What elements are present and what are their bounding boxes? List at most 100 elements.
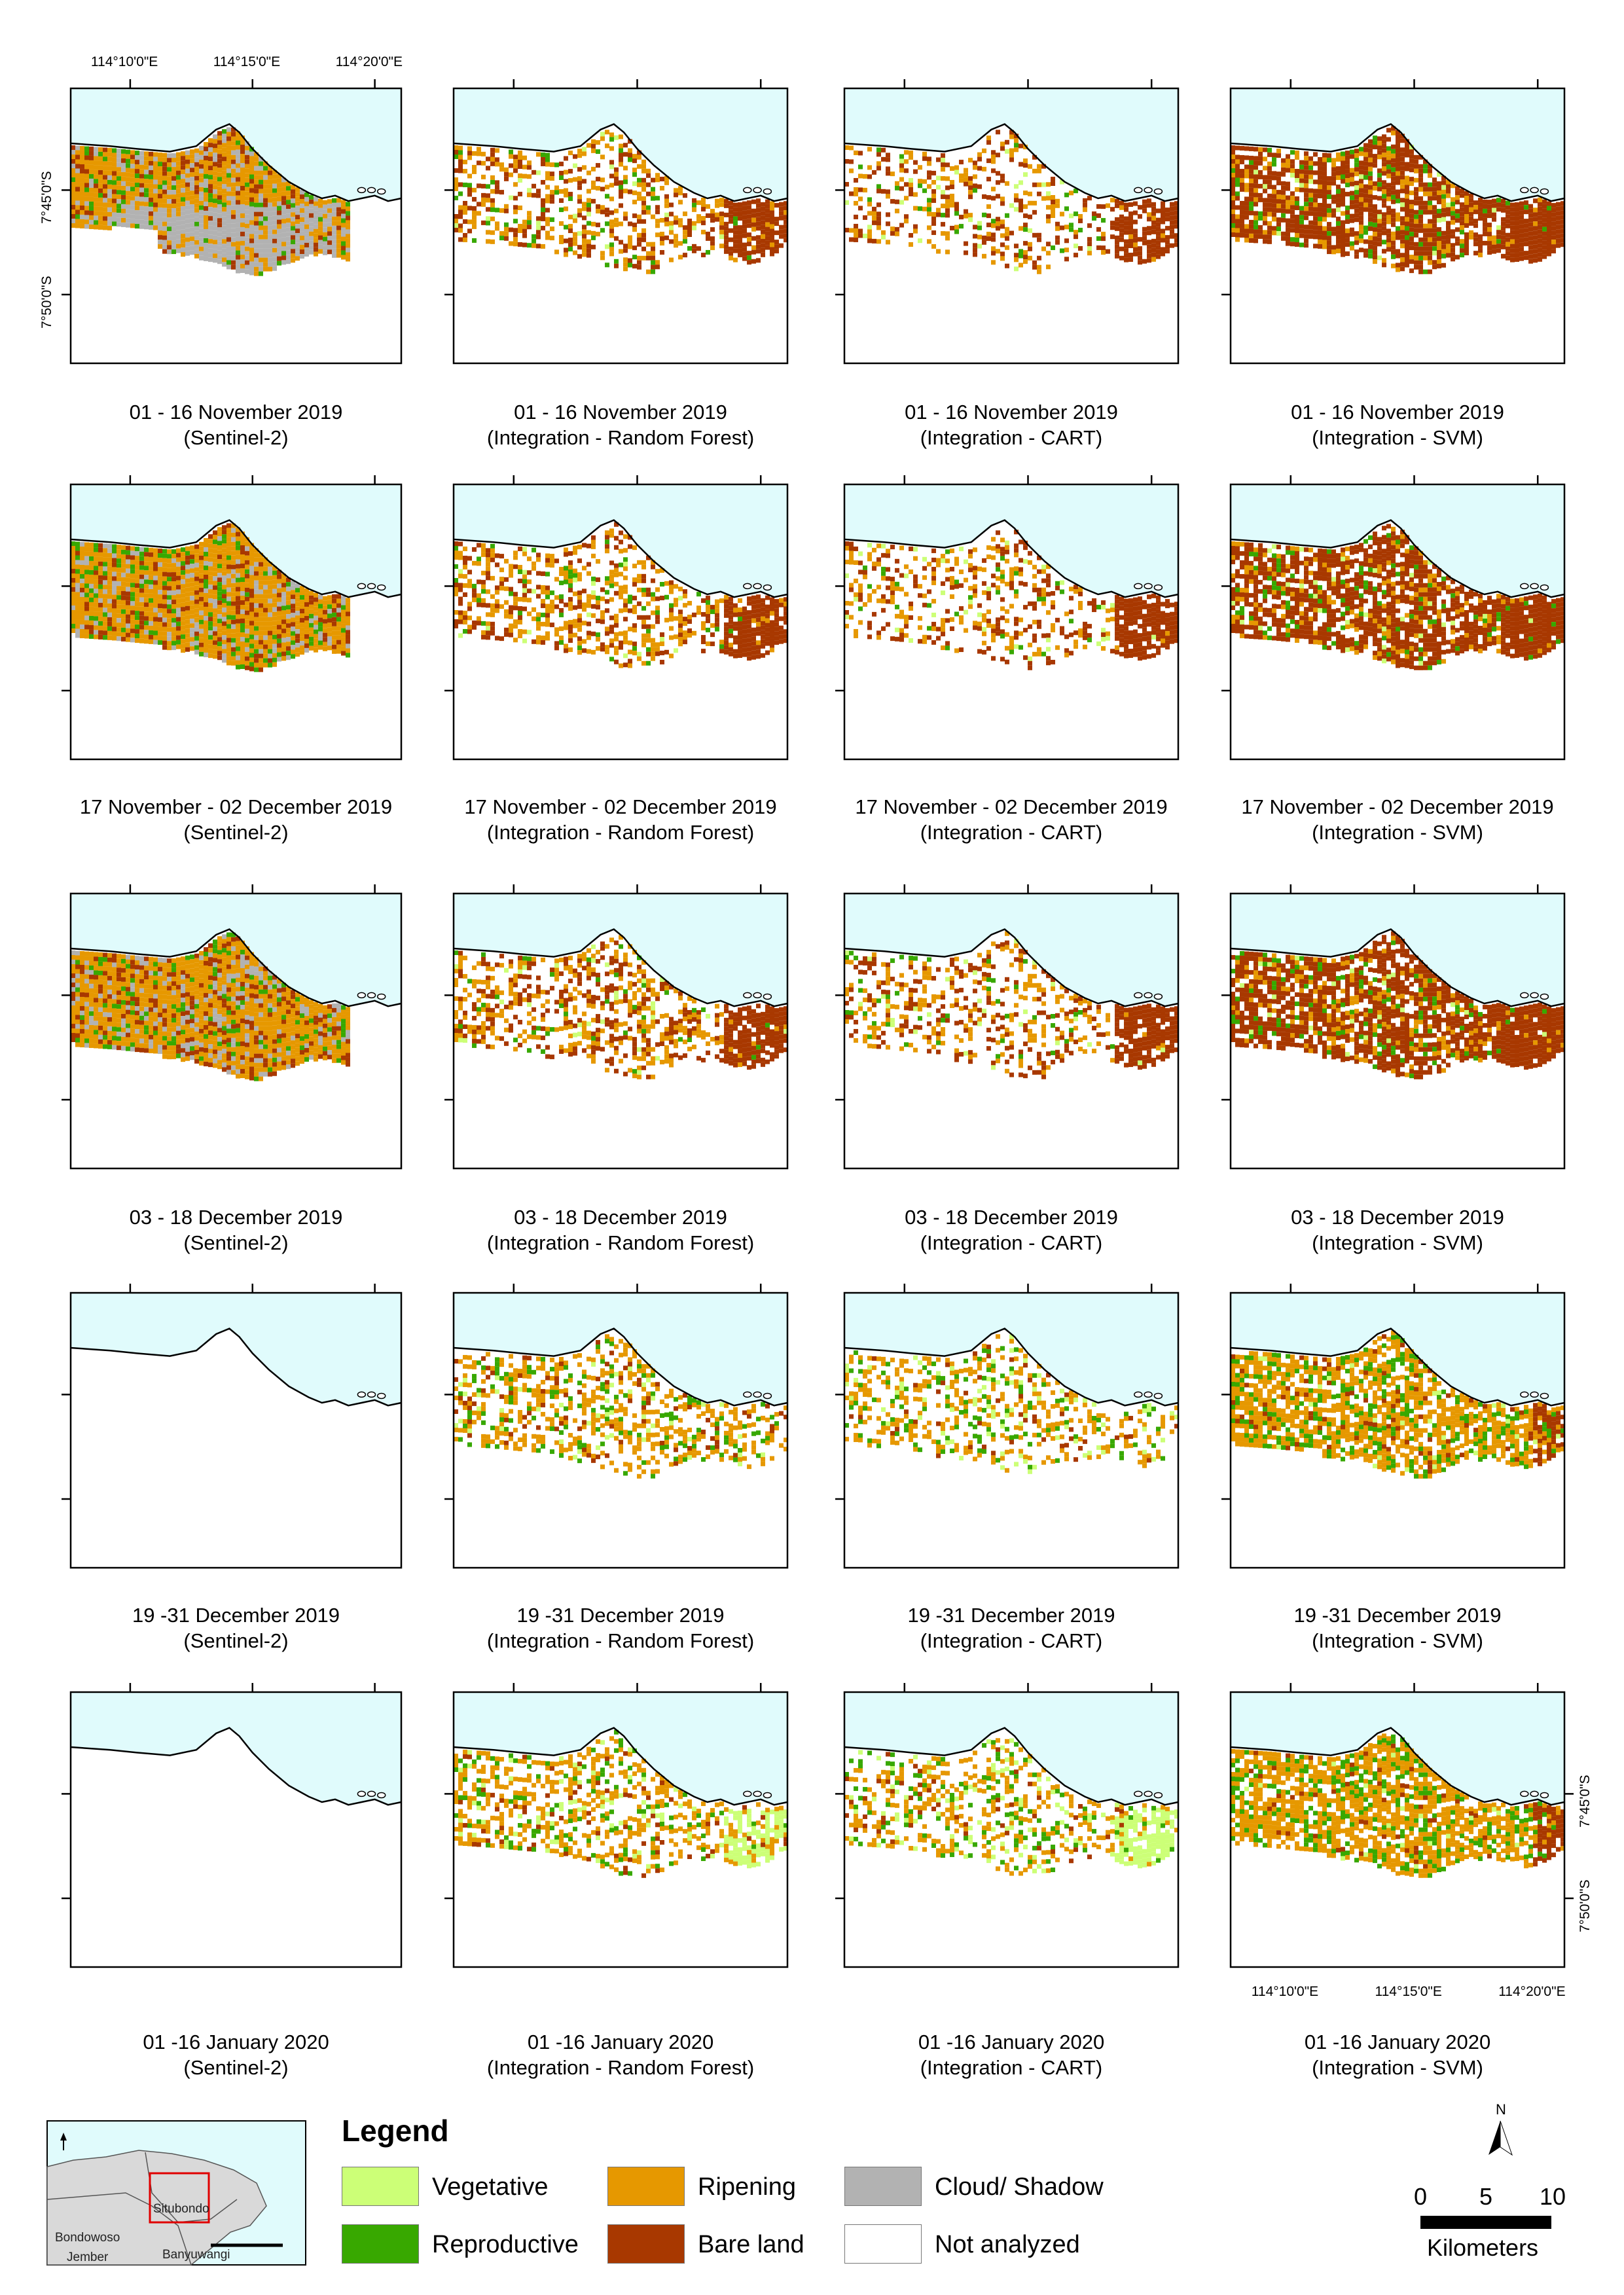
map-canvas — [1221, 79, 1566, 365]
island — [1540, 1792, 1549, 1799]
caption-period: 01 -16 January 2020 — [1304, 2031, 1491, 2053]
map-frame — [69, 892, 403, 1170]
sea-area — [454, 1293, 787, 1406]
map-frame — [1229, 87, 1566, 365]
panel-caption: 01 -16 January 2020 (Sentinel-2) — [53, 2029, 420, 2080]
legend-title: Legend — [342, 2114, 449, 2148]
inset-place-bondowoso: Bondowoso — [55, 2231, 120, 2245]
map-frame — [1229, 483, 1566, 761]
caption-period: 19 -31 December 2019 — [516, 1604, 725, 1627]
island — [763, 188, 772, 195]
coastline — [844, 928, 1179, 1007]
coastline — [1230, 519, 1565, 598]
map-canvas — [444, 884, 789, 1170]
map-canvas — [1221, 884, 1566, 1170]
panel-caption: 19 -31 December 2019 (Sentinel-2) — [53, 1602, 420, 1653]
island — [1530, 992, 1539, 999]
north-arrow-icon — [1489, 2120, 1513, 2156]
island — [367, 187, 376, 194]
panel-caption: 01 - 16 November 2019 (Sentinel-2) — [53, 399, 420, 450]
latitude-label: 7°50'0"S — [1578, 1879, 1593, 1932]
map-frame — [843, 1691, 1180, 1968]
inset-map: Situbondo Bondowoso Jember Banyuwangi — [46, 2120, 306, 2266]
sea-area — [1231, 894, 1564, 1007]
island — [1540, 1392, 1549, 1400]
panel-caption: 01 -16 January 2020 (Integration - CART) — [828, 2029, 1195, 2080]
classification-raster — [1231, 931, 1565, 1079]
map-panel — [444, 79, 789, 365]
map-canvas — [62, 1284, 403, 1569]
coastline — [844, 123, 1179, 202]
caption-method: (Integration - SVM) — [1312, 1629, 1483, 1652]
map-frame — [452, 483, 789, 761]
panel-caption: 19 -31 December 2019 (Integration - Rando… — [437, 1602, 804, 1653]
island — [753, 1790, 762, 1798]
island — [1144, 187, 1153, 194]
island — [1134, 187, 1143, 194]
caption-method: (Integration - Random Forest) — [486, 1629, 755, 1652]
caption-method: (Integration - CART) — [920, 426, 1103, 449]
caption-method: (Integration - SVM) — [1312, 1231, 1483, 1254]
coastline — [70, 519, 402, 598]
caption-method: (Integration - Random Forest) — [486, 426, 755, 449]
caption-method: (Integration - SVM) — [1312, 426, 1483, 449]
caption-period: 17 November - 02 December 2019 — [464, 795, 777, 818]
panel-caption: 01 - 16 November 2019 (Integration - SVM) — [1214, 399, 1581, 450]
caption-period: 19 -31 December 2019 — [907, 1604, 1115, 1627]
longitude-label: 114°15'0"E — [213, 54, 281, 69]
classification-raster — [844, 530, 1179, 670]
classification-raster — [1231, 126, 1565, 274]
caption-method: (Sentinel-2) — [183, 2056, 289, 2079]
longitude-label: 114°15'0"E — [1375, 1984, 1442, 1999]
sea-area — [844, 1293, 1178, 1406]
island — [1520, 992, 1529, 999]
classification-raster — [71, 127, 350, 276]
caption-method: (Integration - CART) — [920, 1629, 1103, 1652]
map-canvas — [1221, 1284, 1566, 1569]
map-frame — [843, 87, 1180, 365]
map-panel — [1221, 79, 1566, 365]
coastline — [453, 123, 788, 202]
classification-raster — [454, 935, 788, 1079]
island — [376, 1792, 386, 1799]
island — [1134, 583, 1143, 590]
map-canvas — [62, 79, 403, 365]
map-panel — [62, 1284, 403, 1569]
island — [1134, 1790, 1143, 1798]
island — [743, 583, 752, 590]
scale-unit: Kilometers — [1427, 2234, 1539, 2261]
island — [1530, 583, 1539, 590]
map-panel — [444, 1284, 789, 1569]
sea-area — [71, 894, 401, 1007]
map-panel — [62, 79, 403, 365]
scale-tick-0: 0 — [1414, 2183, 1428, 2210]
island — [1134, 1391, 1143, 1398]
island — [1530, 187, 1539, 194]
scale-tick-10: 10 — [1540, 2183, 1566, 2210]
inset-map-svg — [46, 2120, 306, 2266]
island — [357, 1790, 367, 1798]
caption-period: 19 -31 December 2019 — [132, 1604, 340, 1627]
island — [376, 584, 386, 591]
classification-raster — [844, 931, 1179, 1079]
classification-raster — [71, 932, 350, 1081]
map-panel — [62, 1683, 403, 1968]
island — [367, 583, 376, 590]
sea-area — [454, 88, 787, 202]
legend-label: Not analyzed — [935, 2231, 1080, 2258]
map-panel — [835, 884, 1180, 1170]
coastline — [1230, 928, 1565, 1007]
coastline — [453, 1727, 788, 1806]
caption-method: (Integration - Random Forest) — [486, 2056, 755, 2079]
map-panel — [1221, 884, 1566, 1170]
map-frame — [69, 87, 403, 365]
inset-place-situbondo: Situbondo — [153, 2202, 209, 2216]
island — [1153, 1392, 1163, 1400]
map-canvas — [444, 1683, 789, 1968]
coastline — [453, 928, 788, 1007]
coastline — [1230, 1727, 1565, 1806]
map-frame — [69, 1292, 403, 1569]
island — [1144, 1391, 1153, 1398]
map-canvas — [62, 1683, 403, 1968]
legend-swatch — [607, 2224, 685, 2264]
